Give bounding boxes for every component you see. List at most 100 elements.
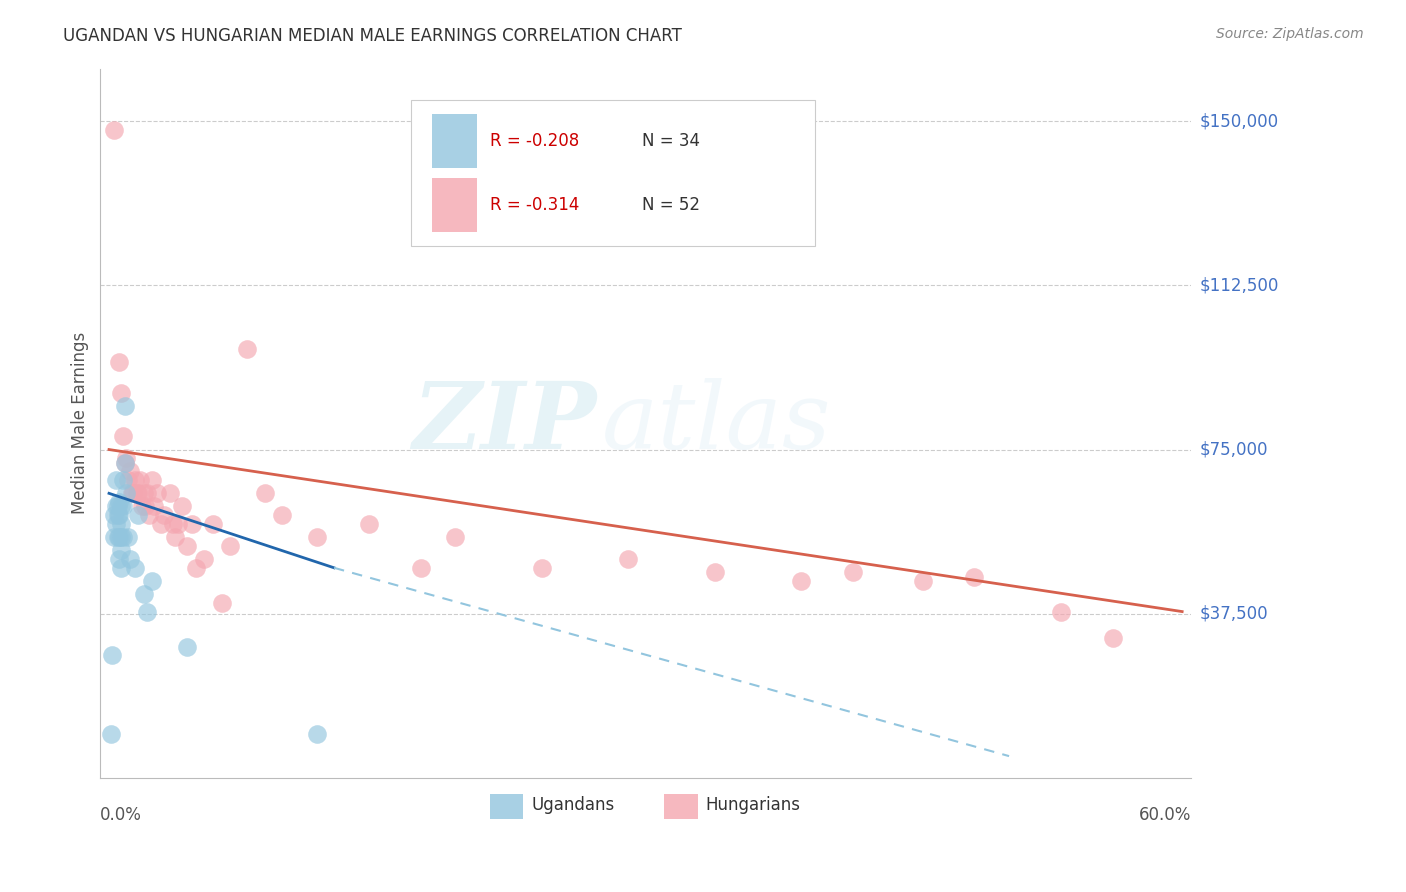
Point bbox=[911, 574, 934, 588]
Point bbox=[104, 473, 127, 487]
Point bbox=[162, 516, 184, 531]
Point bbox=[103, 508, 125, 523]
Y-axis label: Median Male Earnings: Median Male Earnings bbox=[72, 332, 89, 515]
Point bbox=[124, 473, 146, 487]
Point bbox=[170, 500, 193, 514]
Point bbox=[271, 508, 294, 523]
Point bbox=[146, 486, 169, 500]
Point bbox=[104, 516, 127, 531]
Point bbox=[132, 486, 155, 500]
Point bbox=[181, 516, 204, 531]
Text: Source: ZipAtlas.com: Source: ZipAtlas.com bbox=[1216, 27, 1364, 41]
Point bbox=[201, 516, 224, 531]
Text: UGANDAN VS HUNGARIAN MEDIAN MALE EARNINGS CORRELATION CHART: UGANDAN VS HUNGARIAN MEDIAN MALE EARNING… bbox=[63, 27, 682, 45]
Point bbox=[131, 500, 153, 514]
Text: ZIP: ZIP bbox=[412, 378, 596, 468]
Point bbox=[357, 516, 380, 531]
Point bbox=[104, 500, 127, 514]
Point bbox=[963, 569, 986, 583]
Point bbox=[444, 530, 467, 544]
Point bbox=[110, 500, 132, 514]
Text: Hungarians: Hungarians bbox=[706, 796, 800, 814]
Point bbox=[103, 123, 125, 137]
Point bbox=[136, 486, 159, 500]
Point bbox=[141, 473, 163, 487]
Point bbox=[111, 500, 134, 514]
Point bbox=[114, 456, 136, 470]
Point bbox=[125, 486, 148, 500]
Point bbox=[115, 451, 138, 466]
Point bbox=[111, 429, 134, 443]
Point bbox=[107, 530, 129, 544]
Point bbox=[110, 543, 132, 558]
Point bbox=[110, 516, 132, 531]
Point bbox=[117, 473, 139, 487]
Point bbox=[617, 552, 640, 566]
Point bbox=[111, 530, 134, 544]
Text: Ugandans: Ugandans bbox=[531, 796, 614, 814]
Point bbox=[108, 530, 131, 544]
Point bbox=[1050, 605, 1073, 619]
Point bbox=[110, 385, 132, 400]
Point bbox=[219, 539, 242, 553]
Point bbox=[193, 552, 215, 566]
Text: N = 34: N = 34 bbox=[643, 132, 700, 150]
Text: 0.0%: 0.0% bbox=[100, 806, 142, 824]
Point bbox=[111, 473, 134, 487]
Point bbox=[101, 648, 124, 663]
Point bbox=[107, 508, 129, 523]
Point bbox=[127, 486, 149, 500]
Point bbox=[132, 587, 155, 601]
Point bbox=[184, 561, 207, 575]
Point bbox=[114, 456, 136, 470]
Point bbox=[118, 465, 141, 479]
Point bbox=[305, 727, 328, 741]
Point bbox=[108, 355, 131, 369]
Point bbox=[122, 486, 145, 500]
Point bbox=[305, 530, 328, 544]
Text: N = 52: N = 52 bbox=[643, 196, 700, 214]
Text: atlas: atlas bbox=[602, 378, 831, 468]
Text: R = -0.208: R = -0.208 bbox=[489, 132, 579, 150]
Point bbox=[167, 516, 190, 531]
Text: $150,000: $150,000 bbox=[1199, 112, 1278, 130]
Point bbox=[100, 727, 122, 741]
FancyBboxPatch shape bbox=[432, 178, 477, 233]
Text: 60.0%: 60.0% bbox=[1139, 806, 1191, 824]
Point bbox=[117, 530, 139, 544]
Point bbox=[530, 561, 553, 575]
Text: $37,500: $37,500 bbox=[1199, 605, 1268, 623]
Point bbox=[138, 508, 160, 523]
Point bbox=[149, 516, 172, 531]
Point bbox=[409, 561, 432, 575]
Point bbox=[108, 495, 131, 509]
FancyBboxPatch shape bbox=[664, 794, 697, 819]
Point bbox=[141, 574, 163, 588]
Point bbox=[236, 342, 259, 356]
Point bbox=[159, 486, 181, 500]
Point bbox=[114, 399, 136, 413]
Point bbox=[127, 508, 149, 523]
FancyBboxPatch shape bbox=[489, 794, 523, 819]
Point bbox=[790, 574, 813, 588]
Point bbox=[253, 486, 276, 500]
Point bbox=[143, 500, 166, 514]
Point bbox=[153, 508, 176, 523]
Point bbox=[129, 473, 152, 487]
FancyBboxPatch shape bbox=[432, 114, 477, 168]
Point bbox=[107, 500, 129, 514]
Point bbox=[1102, 631, 1125, 645]
Point bbox=[118, 552, 141, 566]
Point bbox=[110, 561, 132, 575]
Point bbox=[121, 486, 143, 500]
Point bbox=[103, 530, 125, 544]
FancyBboxPatch shape bbox=[411, 101, 814, 246]
Text: R = -0.314: R = -0.314 bbox=[489, 196, 579, 214]
Point bbox=[108, 508, 131, 523]
Point bbox=[176, 539, 198, 553]
Point bbox=[108, 552, 131, 566]
Point bbox=[703, 565, 725, 579]
Point bbox=[124, 561, 146, 575]
Point bbox=[136, 605, 159, 619]
Point bbox=[211, 596, 233, 610]
